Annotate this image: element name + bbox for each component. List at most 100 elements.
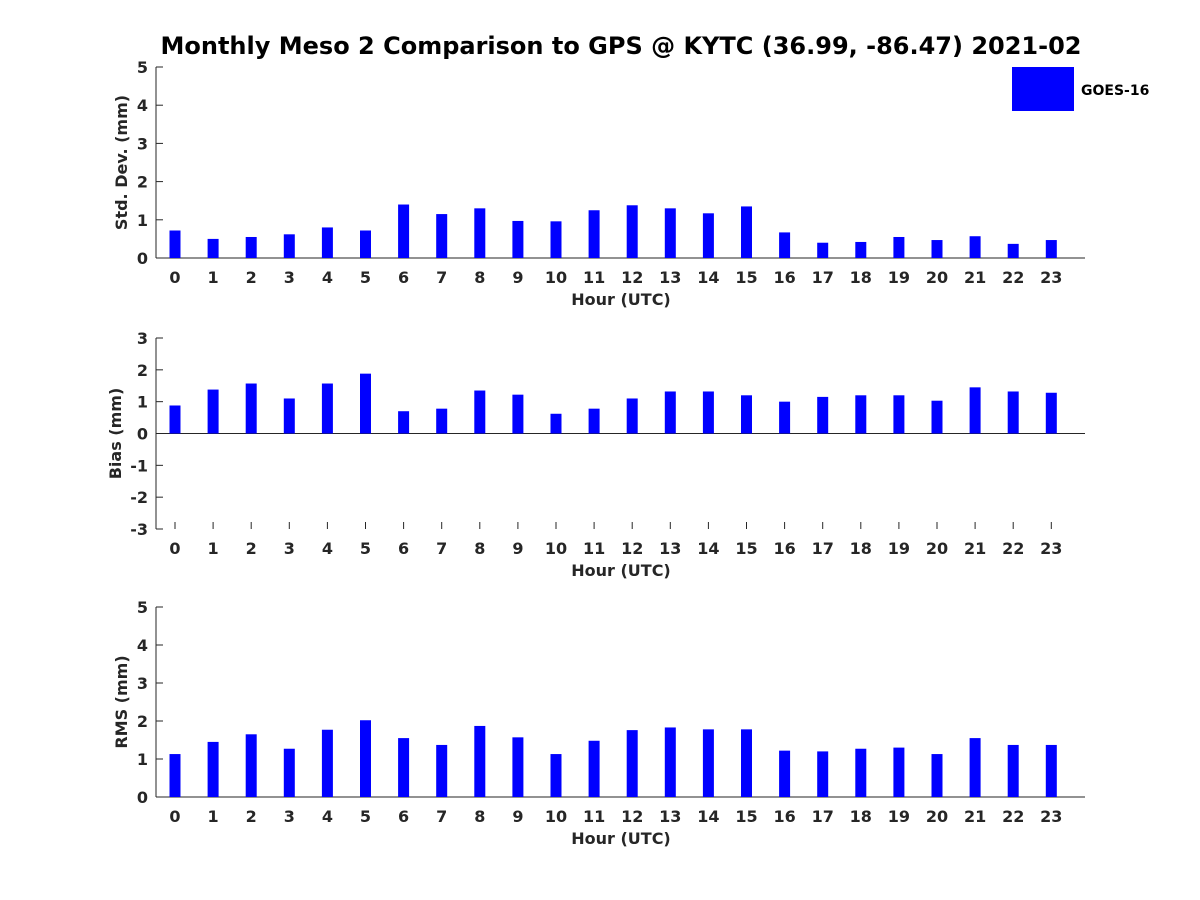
rms-x-tick-label: 20 bbox=[926, 807, 948, 826]
std-dev-x-tick-label: 10 bbox=[545, 268, 567, 287]
rms-x-tick-label: 9 bbox=[512, 807, 523, 826]
std-dev-x-tick-label: 20 bbox=[926, 268, 948, 287]
rms-x-tick-label: 10 bbox=[545, 807, 567, 826]
rms-bar bbox=[741, 729, 752, 797]
rms-bar bbox=[931, 754, 943, 797]
rms-y-tick-label: 4 bbox=[137, 636, 148, 655]
bias-bar bbox=[626, 398, 638, 434]
rms-x-tick-label: 14 bbox=[697, 807, 719, 826]
rms-bar bbox=[664, 727, 676, 797]
std-dev-bar bbox=[245, 236, 257, 258]
rms-bar bbox=[969, 738, 981, 797]
bias-x-tick-label: 12 bbox=[621, 539, 643, 558]
bias-bar bbox=[436, 408, 448, 434]
bias-bar bbox=[779, 401, 791, 434]
bias-bar bbox=[321, 383, 333, 434]
std-dev-x-tick-label: 1 bbox=[208, 268, 219, 287]
std-dev-x-tick-label: 0 bbox=[169, 268, 180, 287]
bias-bar bbox=[550, 413, 562, 434]
bias-bar bbox=[741, 395, 752, 434]
std-dev-y-tick-label: 1 bbox=[137, 211, 148, 230]
bias-bar bbox=[969, 387, 981, 434]
bias-bar bbox=[398, 411, 410, 434]
std-dev-bar bbox=[664, 208, 676, 258]
rms-bar bbox=[512, 737, 524, 797]
bias-x-tick-label: 19 bbox=[888, 539, 910, 558]
bias-x-tick-label: 4 bbox=[322, 539, 333, 558]
std-dev-x-tick-label: 5 bbox=[360, 268, 371, 287]
rms-x-tick-label: 2 bbox=[246, 807, 257, 826]
bias-x-tick-label: 23 bbox=[1040, 539, 1062, 558]
std-dev-x-tick-label: 21 bbox=[964, 268, 986, 287]
bias-bar bbox=[1045, 392, 1057, 434]
rms-x-tick-label: 22 bbox=[1002, 807, 1024, 826]
bias-x-tick-label: 14 bbox=[697, 539, 719, 558]
bias-x-tick-label: 6 bbox=[398, 539, 409, 558]
rms-bar bbox=[855, 748, 867, 797]
rms-x-tick-label: 7 bbox=[436, 807, 447, 826]
std-dev-x-tick-label: 6 bbox=[398, 268, 409, 287]
bias-bar bbox=[588, 408, 600, 434]
rms-bar bbox=[893, 747, 905, 797]
std-dev-x-tick-label: 17 bbox=[812, 268, 834, 287]
bias-bar bbox=[855, 395, 867, 434]
rms-bar bbox=[207, 741, 219, 797]
rms-x-tick-label: 23 bbox=[1040, 807, 1062, 826]
bias-bar bbox=[702, 391, 714, 434]
bias-bar bbox=[283, 398, 295, 434]
std-dev-y-tick-label: 3 bbox=[137, 134, 148, 153]
std-dev-x-tick-label: 13 bbox=[659, 268, 681, 287]
bias-x-tick-label: 22 bbox=[1002, 539, 1024, 558]
std-dev-bar bbox=[779, 232, 791, 258]
std-dev-x-tick-label: 3 bbox=[284, 268, 295, 287]
bias-x-tick-label: 21 bbox=[964, 539, 986, 558]
rms-bar bbox=[702, 729, 714, 797]
std-dev-bar bbox=[1007, 243, 1019, 258]
bias-x-tick-label: 15 bbox=[735, 539, 757, 558]
rms-x-tick-label: 11 bbox=[583, 807, 605, 826]
bias-y-tick-label: 2 bbox=[137, 361, 148, 380]
bias-bar bbox=[931, 400, 943, 434]
bias-x-tick-label: 3 bbox=[284, 539, 295, 558]
std-dev-bar bbox=[855, 241, 867, 258]
rms-x-tick-label: 16 bbox=[773, 807, 795, 826]
std-dev-x-tick-label: 11 bbox=[583, 268, 605, 287]
rms-bar bbox=[436, 744, 448, 797]
rms-x-tick-label: 17 bbox=[812, 807, 834, 826]
rms-bar bbox=[588, 740, 600, 797]
std-dev-y-tick-label: 5 bbox=[137, 58, 148, 77]
std-dev-bar bbox=[1045, 240, 1057, 258]
bias-x-tick-label: 0 bbox=[169, 539, 180, 558]
std-dev-bar bbox=[893, 236, 905, 258]
std-dev-bar bbox=[931, 240, 943, 258]
rms-bar bbox=[779, 750, 791, 797]
std-dev-y-tick-label: 0 bbox=[137, 249, 148, 268]
std-dev-bar bbox=[969, 236, 981, 258]
rms-x-tick-label: 1 bbox=[208, 807, 219, 826]
rms-y-tick-label: 2 bbox=[137, 712, 148, 731]
std-dev-bar bbox=[360, 230, 371, 258]
std-dev-bar bbox=[817, 242, 829, 258]
bias-y-tick-label: 3 bbox=[137, 329, 148, 348]
bias-x-axis-label: Hour (UTC) bbox=[571, 561, 671, 580]
rms-x-tick-label: 6 bbox=[398, 807, 409, 826]
rms-bar bbox=[817, 751, 829, 797]
bias-bar bbox=[893, 395, 905, 434]
legend-swatch bbox=[1012, 67, 1074, 111]
rms-y-tick-label: 5 bbox=[137, 598, 148, 617]
std-dev-bar bbox=[321, 227, 333, 258]
std-dev-bar bbox=[550, 221, 562, 258]
rms-bar bbox=[360, 720, 371, 797]
std-dev-bar bbox=[512, 220, 524, 258]
bias-x-tick-label: 8 bbox=[474, 539, 485, 558]
bias-bar bbox=[1007, 391, 1019, 434]
bias-x-tick-label: 10 bbox=[545, 539, 567, 558]
rms-x-tick-label: 5 bbox=[360, 807, 371, 826]
bias-y-tick-label: 1 bbox=[137, 393, 148, 412]
legend-label: GOES-16 bbox=[1081, 83, 1149, 99]
bias-x-tick-label: 11 bbox=[583, 539, 605, 558]
bias-y-tick-label: -3 bbox=[130, 520, 148, 539]
bias-y-tick-label: -1 bbox=[130, 456, 148, 475]
